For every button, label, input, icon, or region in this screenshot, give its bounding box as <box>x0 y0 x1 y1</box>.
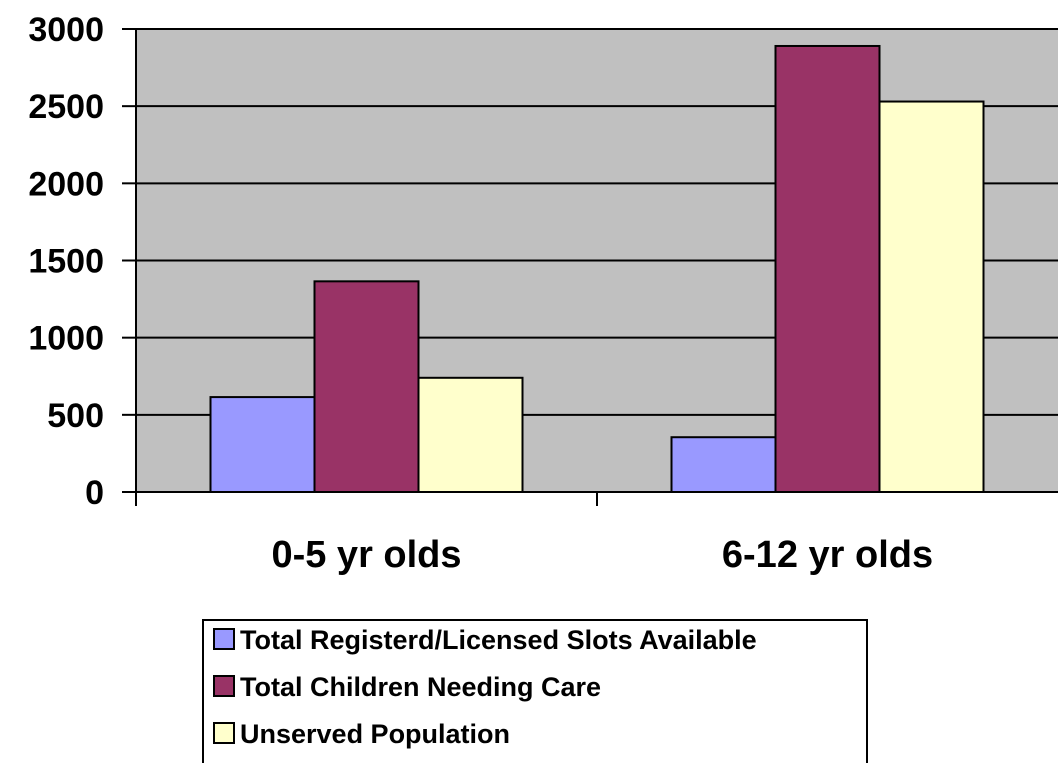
y-tick-label: 0 <box>85 474 104 512</box>
bars <box>209 44 985 494</box>
legend-box <box>202 619 868 763</box>
x-axis-labels: 0-5 yr olds 6-12 yr olds <box>271 534 933 576</box>
legend-swatch <box>213 675 235 697</box>
bar-1-series-2 <box>313 280 420 493</box>
x-category-label: 6-12 yr olds <box>722 534 933 576</box>
y-tick-label: 1500 <box>28 243 104 281</box>
legend-swatch <box>213 628 235 650</box>
x-category-label: 0-5 yr olds <box>271 534 461 576</box>
y-tick-label: 1000 <box>28 320 104 358</box>
bar-1-series-1 <box>209 396 316 493</box>
legend-label: Total Children Needing Care <box>240 672 601 702</box>
bar-2-series-1 <box>670 436 777 494</box>
legend-label: Unserved Population <box>240 719 510 749</box>
y-axis-ticks: 0 500 1000 1500 2000 2500 3000 <box>28 11 136 512</box>
legend-swatch <box>213 722 235 744</box>
y-tick-label: 2500 <box>28 88 104 126</box>
bar-2-series-2 <box>774 44 881 494</box>
bar-2-series-3 <box>878 100 985 494</box>
legend-label: Total Registerd/Licensed Slots Available <box>240 625 757 655</box>
y-tick-label: 2000 <box>28 165 104 203</box>
bar-1-series-3 <box>417 376 524 493</box>
y-tick-label: 500 <box>47 397 104 435</box>
legend: Total Registerd/Licensed Slots Available… <box>202 619 868 763</box>
y-tick-label: 3000 <box>28 11 104 49</box>
